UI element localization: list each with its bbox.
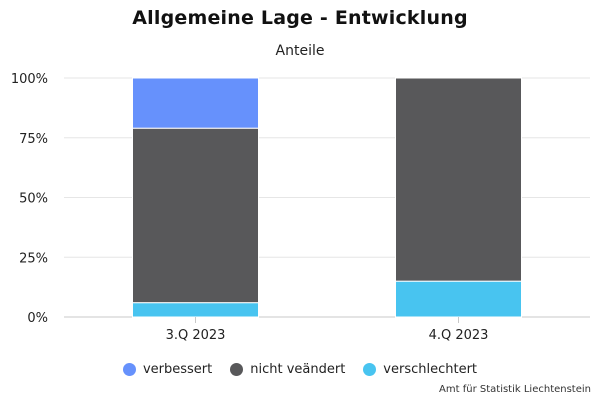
x-tick-label: 3.Q 2023 (166, 328, 226, 343)
credits: Amt für Statistik Liechtenstein (439, 384, 591, 395)
legend-label: nicht veändert (250, 362, 346, 377)
legend-swatch (230, 363, 244, 376)
x-tick-label: 4.Q 2023 (429, 328, 489, 343)
y-tick-label: 100% (11, 72, 48, 87)
bar-segment[interactable] (395, 280, 522, 318)
bar-segment[interactable] (132, 77, 259, 129)
legend-swatch (363, 363, 377, 376)
chart-subtitle: Anteile (275, 43, 325, 59)
legend-item[interactable]: verschlechtert (363, 362, 477, 377)
y-axis-ticks: 0% 25% 50% 75% 100% (11, 72, 48, 326)
legend: verbessert nicht veändert verschlechtert (0, 362, 600, 377)
bar-segment[interactable] (132, 127, 259, 304)
y-tick-label: 0% (27, 311, 48, 326)
y-tick-label: 50% (19, 192, 48, 207)
legend-item[interactable]: nicht veändert (230, 362, 345, 377)
y-tick-label: 75% (19, 132, 48, 147)
y-tick-label: 25% (19, 251, 48, 266)
bars (132, 77, 522, 318)
legend-label: verbessert (142, 362, 213, 377)
chart-title: Allgemeine Lage - Entwicklung (132, 7, 468, 29)
bar-segment[interactable] (395, 77, 522, 282)
legend-item[interactable]: verbessert (122, 362, 213, 377)
legend-label: verschlechtert (383, 362, 478, 377)
legend-swatch (122, 363, 136, 376)
x-axis-ticks: 3.Q 2023 4.Q 2023 (166, 317, 489, 343)
bar-segment[interactable] (132, 302, 259, 318)
